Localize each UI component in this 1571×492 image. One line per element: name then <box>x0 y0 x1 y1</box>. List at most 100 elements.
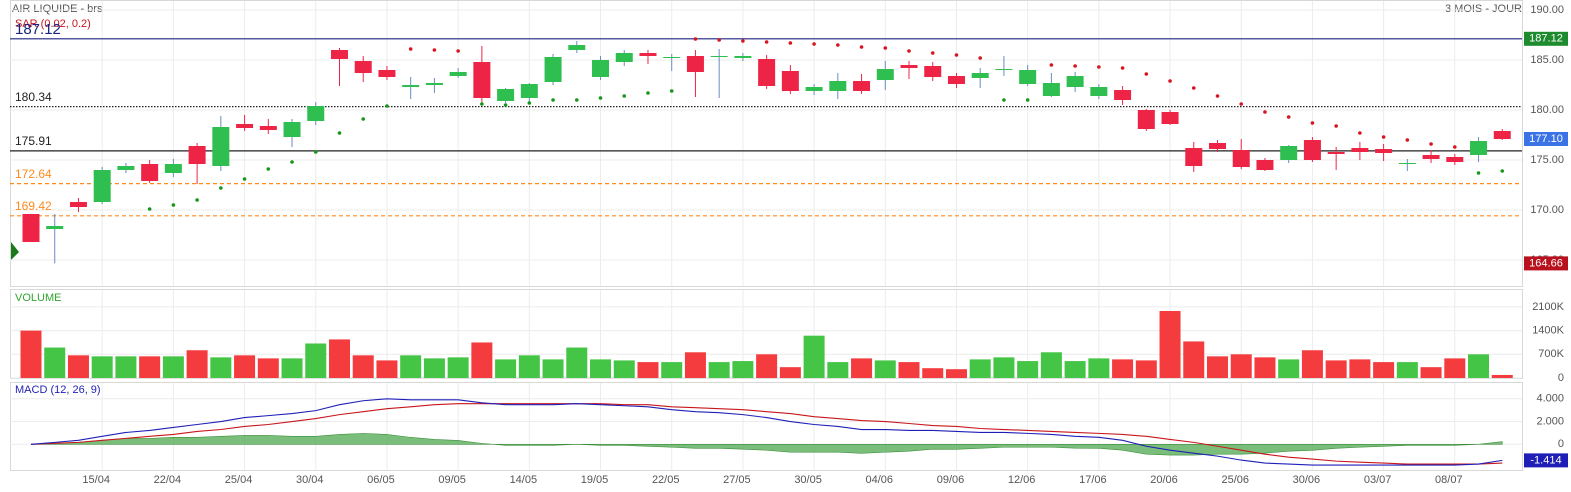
candle-body <box>1446 157 1464 162</box>
price-tag: 187.12 <box>1529 33 1563 45</box>
volume-bar <box>708 362 730 378</box>
sar-dot <box>456 49 460 53</box>
y-tick-label: 180.00 <box>1530 104 1564 116</box>
sar-dot <box>1215 94 1220 98</box>
sar-dot <box>1476 171 1481 175</box>
candle-body <box>1375 149 1393 153</box>
y-tick-label: 190.00 <box>1530 4 1564 16</box>
volume-bar <box>1040 352 1062 378</box>
x-tick-label: 20/06 <box>1150 474 1178 486</box>
candle-body <box>734 56 752 58</box>
volume-bar <box>352 355 374 378</box>
sar-dot <box>266 167 271 171</box>
candle-body <box>592 60 610 77</box>
y-tick-label: 2.000 <box>1536 415 1564 427</box>
volume-bar <box>115 356 137 378</box>
volume-bar <box>210 357 232 378</box>
macd-tag-bg <box>1524 453 1568 468</box>
x-tick-label: 25/06 <box>1221 474 1249 486</box>
candle-body <box>46 226 64 229</box>
x-tick-label: 19/05 <box>581 474 609 486</box>
volume-bar <box>471 342 493 378</box>
volume-bar <box>139 356 161 378</box>
sar-dot <box>1381 135 1386 139</box>
volume-bar <box>20 330 42 378</box>
y-tick-label: 185.00 <box>1530 54 1564 66</box>
sar-dot <box>147 207 152 211</box>
candle-body <box>924 66 942 77</box>
volume-bar <box>1373 362 1395 378</box>
candle-body <box>497 89 515 101</box>
x-tick-label: 12/06 <box>1008 474 1036 486</box>
volume-bar <box>1088 358 1110 378</box>
y-tick-label: 175.00 <box>1530 154 1564 166</box>
volume-bar <box>328 339 350 378</box>
chart-title: AIR LIQUIDE - brs <box>12 3 103 15</box>
candle-body <box>473 62 491 98</box>
x-tick-label: 25/04 <box>225 474 253 486</box>
volume-bar <box>1301 350 1323 378</box>
volume-bar <box>1230 354 1252 378</box>
sar-dot <box>978 56 982 60</box>
volume-bar <box>945 369 967 378</box>
volume-bar <box>684 352 706 378</box>
candle-body <box>1351 148 1369 152</box>
volume-bar <box>376 360 398 378</box>
sar-dot <box>385 104 389 108</box>
volume-bar <box>566 347 588 378</box>
level-label: 169.42 <box>15 199 52 213</box>
candle-body <box>188 146 206 164</box>
sar-dot <box>1310 121 1315 125</box>
candle-body <box>117 166 135 170</box>
candle-body <box>1042 83 1060 96</box>
candle-body <box>1090 87 1108 96</box>
sar-dot <box>598 96 603 100</box>
candle-body <box>1303 140 1321 160</box>
indicator-title: SAR (0.02, 0.2) <box>15 18 91 30</box>
sar-dot <box>622 94 627 98</box>
volume-bar <box>803 335 825 378</box>
volume-bar <box>1207 356 1228 378</box>
volume-bar <box>281 358 303 378</box>
candle-body <box>283 122 301 137</box>
volume-bar <box>827 362 849 378</box>
sar-dot <box>1002 98 1006 102</box>
volume-title: VOLUME <box>15 292 61 304</box>
volume-bar <box>613 360 635 378</box>
candle-body <box>1493 131 1511 139</box>
candle-body <box>1209 143 1226 149</box>
volume-bar <box>993 357 1015 378</box>
volume-bar <box>1420 367 1442 378</box>
sar-dot <box>646 91 650 95</box>
sar-dot <box>503 103 508 107</box>
candle-body <box>307 106 325 121</box>
sar-dot <box>361 117 366 121</box>
candle-body <box>354 61 372 73</box>
y-tick-label: 0 <box>1558 438 1564 450</box>
sar-dot <box>195 198 199 202</box>
volume-bar <box>400 355 422 378</box>
volume-bar <box>186 350 208 378</box>
candle-body <box>615 53 633 62</box>
volume-bar <box>1135 360 1157 378</box>
candle-body <box>781 71 799 91</box>
x-tick-label: 04/06 <box>866 474 894 486</box>
x-tick-label: 14/05 <box>510 474 538 486</box>
level-label: 172.64 <box>15 167 52 181</box>
candle-body <box>853 81 871 91</box>
volume-bar <box>851 358 873 378</box>
x-tick-label: 03/07 <box>1364 474 1392 486</box>
x-tick-label: 30/05 <box>794 474 822 486</box>
candle-body <box>710 56 728 57</box>
sar-dot <box>764 40 769 44</box>
sar-dot <box>337 131 342 135</box>
candle-body <box>520 84 538 98</box>
sar-dot <box>551 98 555 102</box>
level-label: 180.34 <box>15 90 52 104</box>
candle-body <box>212 127 230 166</box>
sar-dot <box>717 38 721 42</box>
volume-bar <box>447 357 469 378</box>
candle-body <box>22 214 40 242</box>
candle-body <box>876 69 894 80</box>
candle-body <box>995 69 1013 70</box>
